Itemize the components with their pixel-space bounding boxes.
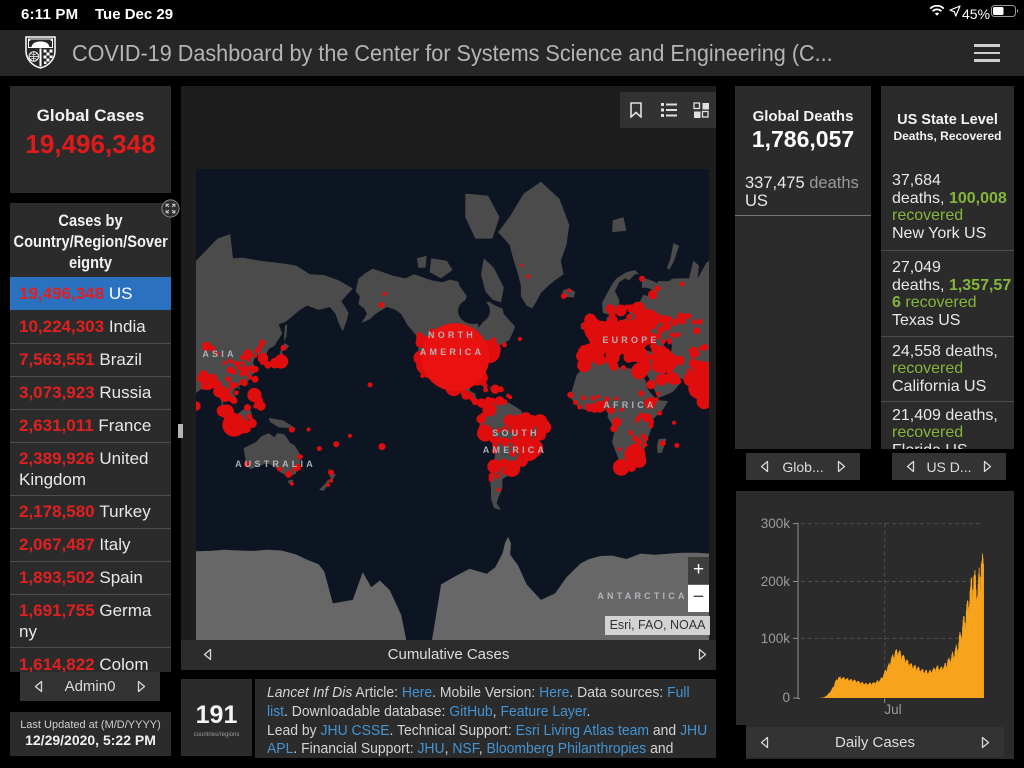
- svg-text:Jul: Jul: [884, 702, 901, 717]
- svg-text:AUSTRALIA: AUSTRALIA: [235, 459, 316, 469]
- svg-text:AFRICA: AFRICA: [603, 400, 656, 410]
- svg-text:200k: 200k: [761, 574, 791, 589]
- svg-text:AMERICA: AMERICA: [483, 445, 547, 455]
- svg-text:100k: 100k: [761, 631, 791, 646]
- svg-text:AMERICA: AMERICA: [420, 347, 484, 357]
- svg-text:ANTARCTICA: ANTARCTICA: [597, 591, 687, 601]
- svg-text:NORTH: NORTH: [428, 330, 476, 340]
- svg-text:EUROPE: EUROPE: [602, 335, 659, 345]
- svg-text:0: 0: [782, 690, 790, 705]
- svg-text:300k: 300k: [761, 516, 791, 531]
- svg-text:ASIA: ASIA: [202, 349, 236, 359]
- svg-text:SOUTH: SOUTH: [492, 428, 540, 438]
